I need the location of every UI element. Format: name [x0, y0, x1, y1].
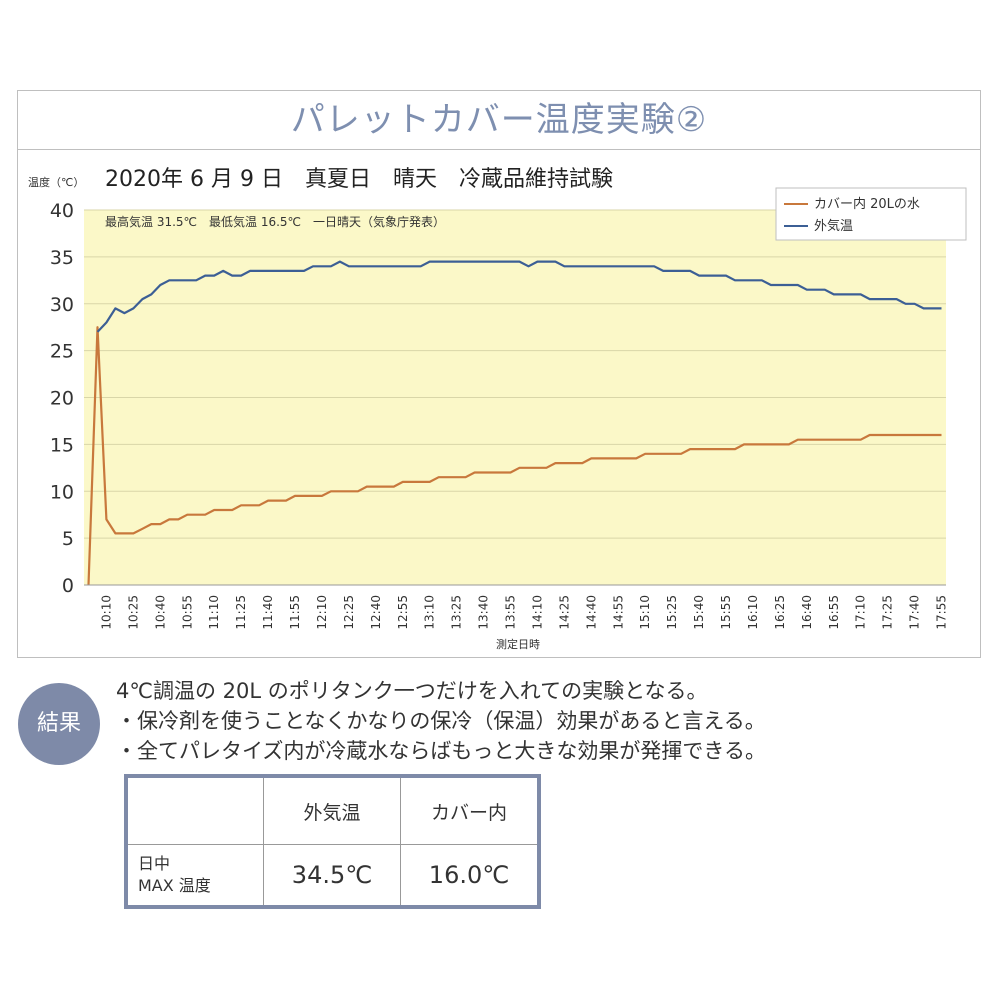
x-tick-label: 10:40	[153, 595, 167, 630]
table-row: 日中 MAX 温度 34.5℃ 16.0℃	[125, 844, 540, 908]
x-tick-label: 11:40	[261, 595, 275, 630]
x-tick-label: 17:40	[908, 595, 922, 630]
y-tick-label: 35	[50, 247, 74, 269]
y-tick-label: 30	[50, 294, 74, 316]
temperature-line-chart: 0 5 10 15 20 25 30 35 40 10:10 10:25 10:40 10:55 11:1…	[28, 167, 967, 651]
x-tick-label: 12:55	[396, 595, 410, 630]
x-tick-label: 11:10	[207, 595, 221, 630]
legend-label-outside: 外気温	[814, 218, 853, 234]
x-tick-label: 17:10	[854, 595, 868, 630]
y-axis-label: 温度（℃）	[28, 175, 84, 189]
x-tick-label: 11:25	[234, 595, 248, 630]
x-tick-label: 13:40	[477, 595, 491, 630]
result-badge: 結果	[18, 683, 100, 765]
x-tick-label: 13:10	[423, 595, 437, 630]
result-text: 4℃調温の 20L のポリタンク一つだけを入れての実験となる。 ・保冷剤を使うこ…	[116, 676, 766, 766]
x-tick-label: 12:10	[315, 595, 329, 630]
x-tick-label: 17:25	[881, 595, 895, 630]
y-tick-label: 25	[50, 341, 74, 363]
x-tick-label: 14:40	[584, 595, 598, 630]
outside-max-value: 34.5℃	[263, 844, 401, 908]
x-tick-label: 16:25	[773, 595, 787, 630]
legend-label-water: カバー内 20Lの水	[814, 196, 920, 212]
x-tick-label: 10:10	[99, 595, 113, 630]
max-temperature-table: 外気温 カバー内 日中 MAX 温度 34.5℃ 16.0℃	[124, 774, 541, 909]
row-label-line: 日中	[138, 854, 171, 873]
row-label-line: MAX 温度	[138, 876, 211, 895]
row-label: 日中 MAX 温度	[125, 844, 264, 908]
x-tick-label: 12:25	[342, 595, 356, 630]
x-tick-label: 13:55	[504, 595, 518, 630]
x-tick-label: 14:25	[557, 595, 571, 630]
table-header-cell: カバー内	[400, 775, 540, 845]
chart-title: 2020年 6 月 9 日 真夏日 晴天 冷蔵品維持試験	[105, 167, 613, 192]
result-line: ・全てパレタイズ内が冷蔵水ならばもっと大きな効果が発揮できる。	[116, 739, 766, 763]
cover-max-value: 16.0℃	[400, 844, 540, 908]
x-tick-label: 16:55	[827, 595, 841, 630]
table-header-cell	[125, 775, 264, 845]
y-tick-label: 40	[50, 200, 74, 222]
x-tick-label: 15:40	[692, 595, 706, 630]
x-tick-label: 16:40	[800, 595, 814, 630]
panel-title: パレットカバー温度実験②	[18, 91, 980, 150]
y-tick-label: 5	[62, 528, 74, 550]
legend: カバー内 20Lの水 外気温	[775, 187, 967, 241]
x-tick-label: 16:10	[746, 595, 760, 630]
x-tick-label: 15:55	[719, 595, 733, 630]
x-tick-label: 14:55	[611, 595, 625, 630]
series-line-outside	[96, 260, 942, 333]
table-header-row: 外気温 カバー内	[125, 775, 540, 845]
x-tick-label: 15:25	[665, 595, 679, 630]
y-tick-label: 0	[62, 575, 74, 597]
result-line: ・保冷剤を使うことなくかなりの保冷（保温）効果があると言える。	[116, 709, 766, 733]
x-tick-label: 14:10	[530, 595, 544, 630]
x-tick-label: 11:55	[288, 595, 302, 630]
x-tick-label: 10:25	[126, 595, 140, 630]
chart-subtitle: 最高気温 31.5℃ 最低気温 16.5℃ 一日晴天（気象庁発表）	[105, 214, 445, 229]
y-tick-label: 10	[50, 481, 74, 503]
result-line: 4℃調温の 20L のポリタンク一つだけを入れての実験となる。	[116, 679, 708, 703]
y-tick-label: 15	[50, 434, 74, 456]
x-tick-label: 13:25	[450, 595, 464, 630]
table-header-cell: 外気温	[263, 775, 401, 845]
x-tick-label: 15:10	[638, 595, 652, 630]
series-line-water	[87, 326, 942, 586]
x-tick-label: 12:40	[369, 595, 383, 630]
y-tick-label: 20	[50, 388, 74, 410]
x-tick-label: 17:55	[935, 595, 949, 630]
x-axis-label: 測定日時	[496, 637, 540, 651]
x-tick-label: 10:55	[180, 595, 194, 630]
